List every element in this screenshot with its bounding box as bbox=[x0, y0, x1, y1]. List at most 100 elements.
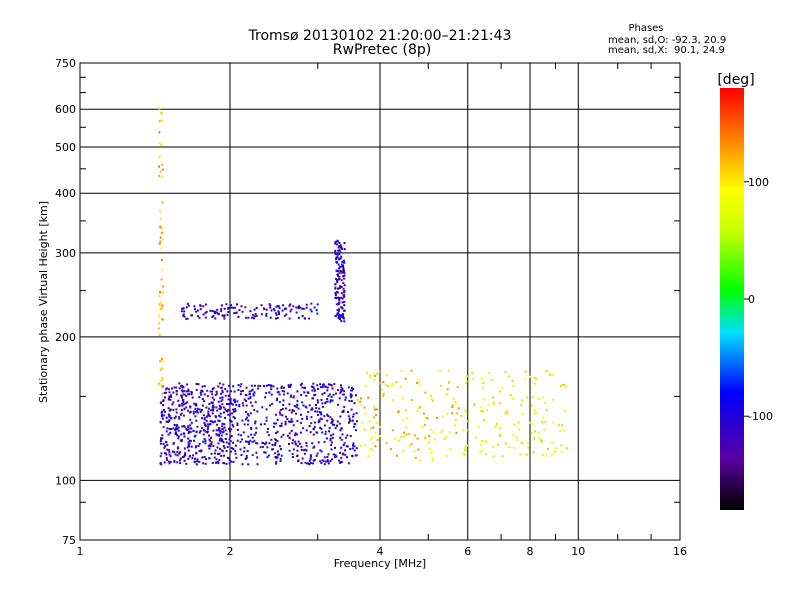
data-point bbox=[351, 444, 354, 447]
data-point bbox=[401, 397, 404, 400]
data-point bbox=[532, 451, 535, 454]
data-point bbox=[217, 429, 220, 432]
data-point bbox=[335, 455, 338, 458]
data-point bbox=[416, 410, 419, 413]
data-point bbox=[343, 300, 346, 303]
data-point bbox=[189, 430, 192, 433]
data-point bbox=[169, 460, 172, 463]
data-point bbox=[308, 463, 311, 466]
data-point bbox=[480, 406, 483, 409]
data-point bbox=[158, 333, 161, 336]
data-point bbox=[326, 389, 329, 392]
data-point bbox=[326, 459, 329, 462]
data-point bbox=[299, 383, 302, 386]
data-point bbox=[241, 402, 244, 405]
data-point bbox=[180, 389, 183, 392]
data-point bbox=[198, 460, 201, 463]
data-point bbox=[323, 385, 326, 388]
data-point bbox=[341, 248, 344, 251]
data-point bbox=[176, 450, 179, 453]
data-point bbox=[342, 410, 345, 413]
data-point bbox=[312, 433, 315, 436]
data-point bbox=[336, 313, 339, 316]
data-point bbox=[451, 406, 454, 409]
data-point bbox=[193, 457, 196, 460]
data-point bbox=[310, 302, 313, 305]
data-point bbox=[215, 458, 218, 461]
data-point bbox=[177, 437, 180, 440]
data-point bbox=[376, 372, 379, 375]
data-point bbox=[316, 312, 319, 315]
data-point bbox=[180, 394, 183, 397]
data-point bbox=[201, 385, 204, 388]
data-point bbox=[530, 431, 533, 434]
data-point bbox=[219, 415, 222, 418]
data-point bbox=[275, 305, 278, 308]
data-point bbox=[331, 458, 334, 461]
colorbar-label: [deg] bbox=[717, 72, 754, 88]
data-point bbox=[255, 451, 258, 454]
data-point bbox=[352, 442, 355, 445]
data-point bbox=[560, 450, 563, 453]
data-point bbox=[533, 376, 536, 379]
data-point bbox=[194, 415, 197, 418]
data-point bbox=[245, 394, 248, 397]
stats-line-x: mean, sd,X: 90.1, 24.9 bbox=[608, 45, 725, 56]
data-point bbox=[211, 393, 214, 396]
data-point bbox=[339, 462, 342, 465]
data-point bbox=[222, 444, 225, 447]
data-point bbox=[417, 448, 420, 451]
data-point bbox=[249, 412, 252, 415]
data-point bbox=[270, 309, 273, 312]
data-point bbox=[192, 412, 195, 415]
data-point bbox=[176, 454, 179, 457]
data-point bbox=[305, 303, 308, 306]
data-point bbox=[245, 400, 248, 403]
data-point bbox=[247, 419, 250, 422]
data-point bbox=[485, 409, 488, 412]
data-point bbox=[308, 404, 311, 407]
data-point bbox=[232, 399, 235, 402]
data-point bbox=[288, 449, 291, 452]
data-point bbox=[538, 397, 541, 400]
x-tick-label: 1 bbox=[77, 545, 84, 558]
data-point bbox=[218, 407, 221, 410]
data-point bbox=[211, 396, 214, 399]
data-point bbox=[274, 441, 277, 444]
data-point bbox=[405, 433, 408, 436]
data-point bbox=[339, 436, 342, 439]
data-point bbox=[267, 383, 270, 386]
y-tick-label: 100 bbox=[55, 474, 76, 487]
data-point bbox=[203, 385, 206, 388]
data-point bbox=[327, 414, 330, 417]
data-point bbox=[372, 373, 375, 376]
data-point bbox=[286, 434, 289, 437]
data-point bbox=[313, 445, 316, 448]
data-point bbox=[195, 419, 198, 422]
data-point bbox=[196, 407, 199, 410]
data-point bbox=[254, 422, 257, 425]
data-point bbox=[279, 447, 282, 450]
data-point bbox=[195, 310, 198, 313]
data-point bbox=[451, 412, 454, 415]
data-point bbox=[232, 460, 235, 463]
data-point bbox=[184, 402, 187, 405]
data-point bbox=[229, 436, 232, 439]
data-point bbox=[157, 314, 160, 317]
data-point bbox=[160, 144, 163, 147]
data-point bbox=[253, 433, 256, 436]
data-point bbox=[340, 456, 343, 459]
data-point bbox=[259, 423, 262, 426]
data-point bbox=[163, 410, 166, 413]
data-point bbox=[331, 387, 334, 390]
data-point bbox=[171, 387, 174, 390]
data-point bbox=[183, 459, 186, 462]
data-point bbox=[172, 391, 175, 394]
data-point bbox=[564, 409, 567, 412]
data-point bbox=[218, 447, 221, 450]
data-point bbox=[397, 411, 400, 414]
data-point bbox=[231, 403, 234, 406]
data-point bbox=[178, 462, 181, 465]
data-point bbox=[161, 392, 164, 395]
data-point bbox=[247, 397, 250, 400]
